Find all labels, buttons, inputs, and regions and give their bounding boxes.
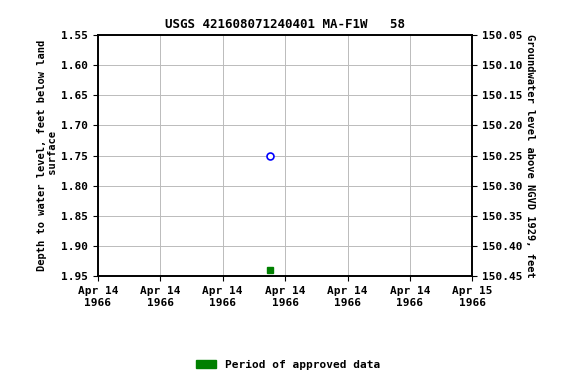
Y-axis label: Groundwater level above NGVD 1929, feet: Groundwater level above NGVD 1929, feet [525,34,535,277]
Title: USGS 421608071240401 MA-F1W   58: USGS 421608071240401 MA-F1W 58 [165,18,405,31]
Y-axis label: Depth to water level, feet below land
 surface: Depth to water level, feet below land su… [37,40,58,271]
Legend: Period of approved data: Period of approved data [191,356,385,375]
